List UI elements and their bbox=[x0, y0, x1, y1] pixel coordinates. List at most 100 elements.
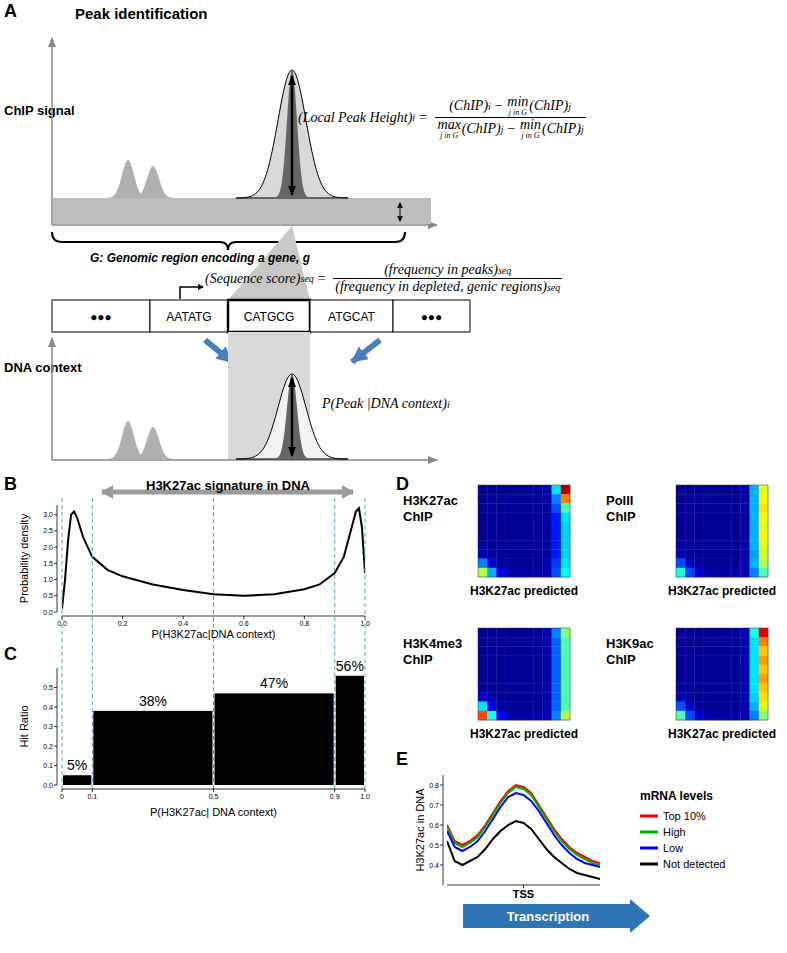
label-line: ChIP bbox=[606, 652, 636, 667]
plot-area bbox=[447, 785, 600, 879]
heat-cell bbox=[542, 503, 552, 513]
heat-cell bbox=[731, 531, 741, 541]
heat-cell bbox=[722, 702, 732, 712]
heat-cell bbox=[740, 656, 750, 666]
heat-cell bbox=[713, 665, 723, 675]
heat-cell bbox=[524, 485, 534, 495]
heat-cell bbox=[478, 711, 488, 721]
heat-cell bbox=[731, 683, 741, 693]
heat-cell bbox=[552, 485, 562, 495]
heatmap-frame bbox=[676, 628, 768, 720]
heat-cell bbox=[533, 637, 543, 647]
y-axis-label: Probability density bbox=[18, 513, 30, 603]
heat-cell bbox=[750, 485, 760, 495]
heat-cell bbox=[506, 522, 515, 532]
heat-cell bbox=[552, 646, 562, 656]
context-arrow bbox=[352, 340, 380, 362]
formula-text: (ChIP) bbox=[529, 98, 568, 114]
y-tick bbox=[440, 825, 443, 826]
formula-text: (ChIP) bbox=[449, 98, 488, 114]
x-axis-label: H3K27ac predicted bbox=[470, 727, 578, 741]
heat-cell bbox=[694, 513, 704, 523]
panel-label: C bbox=[4, 644, 17, 664]
x-tick bbox=[62, 789, 63, 792]
heat-cell bbox=[478, 549, 488, 559]
formula-text: P(Peak |DNA context) bbox=[322, 396, 447, 412]
formula-text: (ChIP) bbox=[542, 121, 581, 137]
heat-cell bbox=[676, 503, 686, 513]
heat-cell bbox=[506, 531, 515, 541]
heat-cell bbox=[542, 683, 552, 693]
heat-cell bbox=[740, 674, 750, 684]
y-tick bbox=[440, 845, 443, 846]
heat-cell bbox=[552, 637, 562, 647]
heat-cell bbox=[704, 513, 714, 523]
heat-cell bbox=[533, 656, 543, 666]
heat-cell bbox=[685, 692, 695, 702]
heat-cell bbox=[561, 531, 571, 541]
formula-subscript: j bbox=[501, 124, 504, 135]
heat-cell bbox=[713, 540, 723, 550]
heat-cell bbox=[487, 513, 497, 523]
heatmap bbox=[478, 628, 570, 720]
sequence-box bbox=[310, 300, 393, 332]
heat-cell bbox=[496, 692, 506, 702]
heat-cell bbox=[561, 702, 571, 712]
numerator: (ChIP)i−minj in G(ChIP)j bbox=[447, 95, 573, 117]
x-tick bbox=[92, 789, 93, 792]
heat-cell bbox=[506, 559, 515, 569]
heat-cell bbox=[694, 711, 704, 721]
heat-cell bbox=[524, 646, 534, 656]
heat-cell bbox=[515, 485, 525, 495]
heat-cell bbox=[524, 494, 534, 504]
heat-cell bbox=[542, 549, 552, 559]
heat-cell bbox=[694, 522, 704, 532]
heat-cell bbox=[487, 637, 497, 647]
heat-cell bbox=[685, 646, 695, 656]
heat-cell bbox=[704, 559, 714, 569]
formula-text: (frequency in peaks) bbox=[384, 262, 498, 278]
heat-cell bbox=[731, 674, 741, 684]
axes: 0.40.50.60.70.8TSS bbox=[429, 775, 600, 900]
heat-cell bbox=[694, 637, 704, 647]
sequence-text: ●●● bbox=[90, 310, 112, 324]
heat-cell bbox=[740, 665, 750, 675]
heat-cell bbox=[496, 513, 506, 523]
heat-cell bbox=[731, 522, 741, 532]
heat-cell bbox=[542, 692, 552, 702]
heat-cell bbox=[487, 656, 497, 666]
heat-cell bbox=[694, 702, 704, 712]
heat-cell bbox=[704, 637, 714, 647]
heat-cell bbox=[676, 568, 686, 578]
heat-cell bbox=[487, 494, 497, 504]
heat-cell bbox=[478, 522, 488, 532]
heat-cell bbox=[731, 637, 741, 647]
axis bbox=[51, 38, 53, 225]
heat-cell bbox=[722, 522, 732, 532]
axis bbox=[51, 338, 53, 460]
y-tick bbox=[440, 805, 443, 806]
heat-cell bbox=[740, 540, 750, 550]
heat-cell bbox=[533, 674, 543, 684]
y-tick bbox=[440, 785, 443, 786]
heat-cell bbox=[676, 692, 686, 702]
heat-cell bbox=[524, 568, 534, 578]
heat-cell bbox=[515, 549, 525, 559]
heat-cell bbox=[487, 665, 497, 675]
y-tick bbox=[440, 865, 443, 866]
heat-cell bbox=[506, 628, 515, 638]
heat-cell bbox=[533, 531, 543, 541]
heat-cell bbox=[561, 665, 571, 675]
y-tick-label: 0.8 bbox=[429, 782, 439, 789]
heat-cell bbox=[496, 683, 506, 693]
heat-cell bbox=[561, 485, 571, 495]
heat-cell bbox=[506, 540, 515, 550]
y-tick-label: 0.5 bbox=[429, 842, 439, 849]
heat-cell bbox=[685, 568, 695, 578]
heat-cell bbox=[740, 531, 750, 541]
heat-cell bbox=[542, 559, 552, 569]
heat-cell bbox=[478, 485, 488, 495]
x-tick-label: 0.2 bbox=[118, 620, 128, 627]
heat-cell bbox=[561, 549, 571, 559]
heat-cell bbox=[750, 637, 760, 647]
